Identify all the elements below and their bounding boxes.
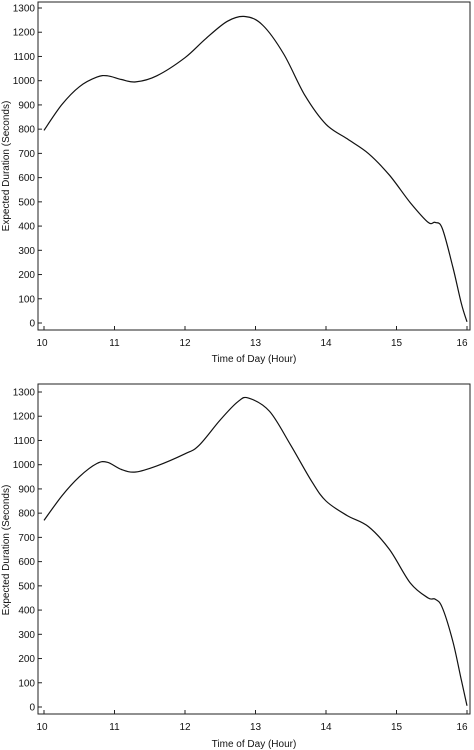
x-tick-label: 11 bbox=[109, 338, 120, 349]
y-tick-label: 1100 bbox=[13, 436, 35, 447]
x-tick-label: 10 bbox=[36, 722, 48, 733]
duration-line-bottom bbox=[43, 396, 468, 706]
duration-line-top bbox=[43, 15, 468, 322]
y-tick-label: 900 bbox=[18, 484, 35, 495]
y-tick-label: 1000 bbox=[13, 460, 36, 471]
y-tick-label: 500 bbox=[18, 581, 35, 592]
y-ticks-top: 0 100 200 300 400 500 600 700 800 900 1000 1100 1200… bbox=[13, 4, 42, 330]
x-axis-title-bottom: Time of Day (Hour) bbox=[212, 739, 297, 750]
x-tick-label: 12 bbox=[179, 722, 191, 733]
y-tick-label: 400 bbox=[18, 606, 35, 617]
y-axis-title-bottom: Expected Duration (Seconds) bbox=[1, 485, 12, 616]
y-axis-title-top: Expected Duration (Seconds) bbox=[1, 101, 12, 232]
y-tick-label: 200 bbox=[18, 654, 35, 665]
y-tick-label: 800 bbox=[18, 509, 35, 520]
y-tick-label: 700 bbox=[18, 533, 35, 544]
plot-frame-top bbox=[37, 1, 471, 331]
y-tick-label: 900 bbox=[18, 100, 35, 111]
chart-panel-bottom: 0 100 200 300 400 500 600 700 800 900 1000 1100 1200… bbox=[1, 383, 471, 750]
y-tick-label: 800 bbox=[18, 125, 35, 136]
y-tick-label: 300 bbox=[18, 630, 35, 641]
y-tick-label: 0 bbox=[29, 319, 35, 330]
y-tick-label: 100 bbox=[18, 294, 35, 305]
y-tick-label: 1300 bbox=[13, 4, 36, 15]
y-tick-label: 700 bbox=[18, 149, 35, 160]
x-tick-label: 14 bbox=[320, 722, 332, 733]
x-tick-label: 15 bbox=[391, 722, 403, 733]
y-tick-label: 1300 bbox=[13, 388, 36, 399]
y-tick-label: 200 bbox=[18, 270, 35, 281]
x-ticks-top: 10 11 12 13 14 15 16 bbox=[36, 326, 468, 349]
x-tick-label: 14 bbox=[320, 338, 332, 349]
y-tick-label: 1000 bbox=[13, 76, 36, 87]
y-tick-label: 600 bbox=[18, 557, 35, 568]
x-tick-label: 16 bbox=[456, 338, 468, 349]
y-tick-label: 0 bbox=[29, 703, 35, 714]
y-tick-label: 400 bbox=[18, 222, 35, 233]
y-ticks-bottom: 0 100 200 300 400 500 600 700 800 900 1000 1100 1200… bbox=[13, 388, 42, 714]
y-tick-label: 600 bbox=[18, 173, 35, 184]
y-tick-label: 100 bbox=[18, 678, 35, 689]
x-tick-label: 13 bbox=[250, 338, 262, 349]
plot-frame-bottom bbox=[37, 383, 471, 715]
x-tick-label: 11 bbox=[109, 722, 120, 733]
y-tick-label: 300 bbox=[18, 246, 35, 257]
x-axis-title-top: Time of Day (Hour) bbox=[212, 354, 297, 365]
x-tick-label: 10 bbox=[36, 338, 48, 349]
x-tick-label: 16 bbox=[456, 722, 468, 733]
y-tick-label: 1200 bbox=[13, 412, 36, 423]
x-ticks-bottom: 10 11 12 13 14 15 16 bbox=[36, 710, 468, 733]
y-tick-label: 1100 bbox=[13, 52, 35, 63]
x-tick-label: 13 bbox=[250, 722, 262, 733]
y-tick-label: 500 bbox=[18, 197, 35, 208]
y-tick-label: 1200 bbox=[13, 28, 36, 39]
chart-panel-top: 0 100 200 300 400 500 600 700 800 900 1000 1100 1200… bbox=[1, 1, 471, 365]
x-tick-label: 15 bbox=[391, 338, 403, 349]
x-tick-label: 12 bbox=[179, 338, 191, 349]
